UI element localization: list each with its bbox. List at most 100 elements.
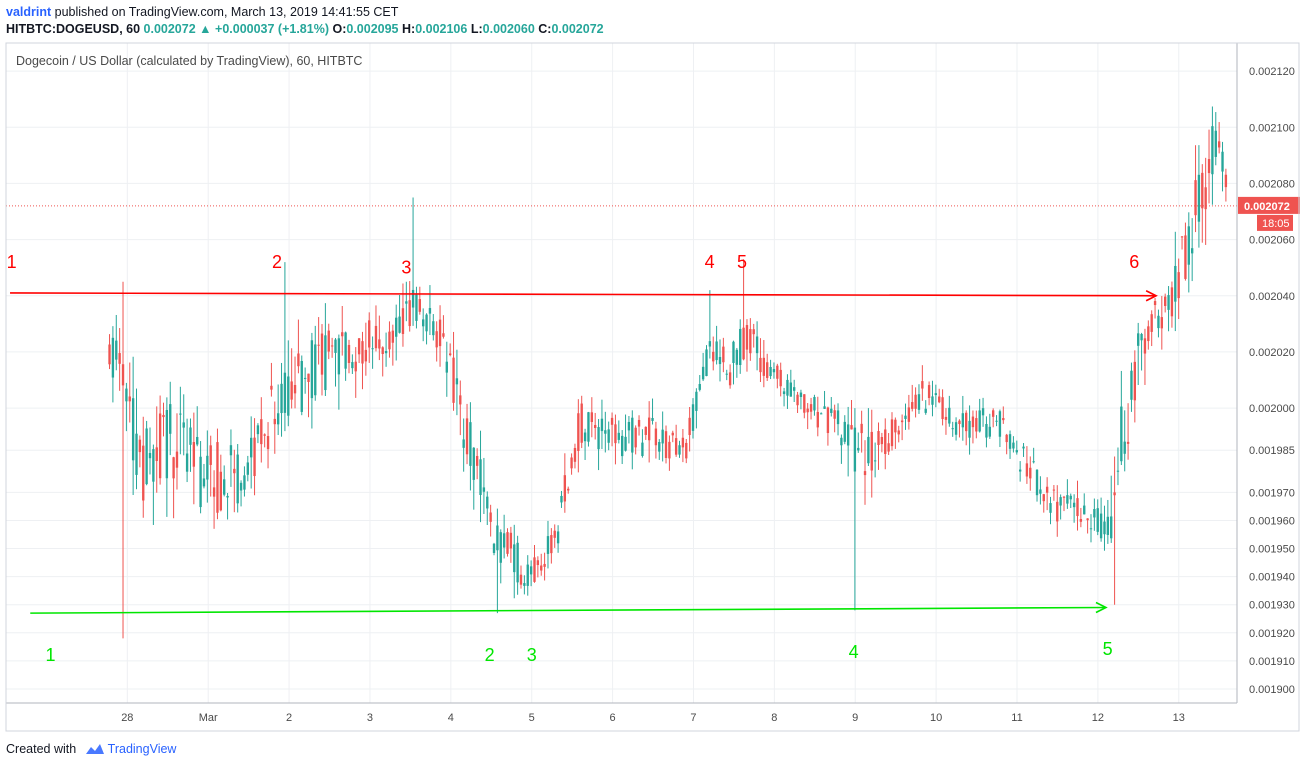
candle-body — [948, 407, 951, 424]
candle-body — [395, 317, 398, 337]
candle-body — [297, 353, 300, 367]
candle-body — [816, 411, 819, 428]
candle-body — [1012, 442, 1015, 449]
y-tick-label: 0.002120 — [1249, 66, 1295, 78]
candle-body — [604, 430, 607, 434]
candle-body — [118, 353, 121, 364]
candle-body — [175, 451, 179, 468]
candle-body — [1143, 338, 1147, 354]
candle-body — [671, 432, 674, 436]
candle-body — [1069, 495, 1072, 500]
candle-body — [337, 338, 341, 375]
candle-body — [452, 357, 455, 403]
candle-body — [368, 320, 371, 348]
candle-body — [991, 410, 995, 417]
candle-body — [543, 563, 546, 567]
candle-body — [314, 344, 317, 396]
candle-body — [927, 385, 931, 399]
candle-body — [179, 413, 182, 415]
candle-body — [486, 496, 489, 509]
x-tick-label: Mar — [199, 712, 218, 724]
candle-body — [701, 366, 705, 380]
candle-body — [577, 413, 580, 451]
candle-body — [482, 487, 486, 492]
candle-body — [142, 445, 145, 501]
candle-body — [924, 408, 927, 413]
candle-body — [556, 531, 560, 544]
candle-body — [900, 420, 904, 423]
candle-body — [607, 429, 610, 443]
candle-body — [853, 427, 857, 472]
candle-body — [550, 535, 553, 554]
candle-body — [954, 422, 958, 435]
candle-body — [631, 417, 634, 453]
candle-body — [307, 373, 310, 382]
candle-body — [1160, 317, 1163, 329]
y-tick-label: 0.001940 — [1249, 572, 1295, 584]
candle-body — [162, 414, 165, 418]
candle-body — [674, 438, 678, 455]
candle-body — [755, 336, 759, 354]
candle-body — [823, 406, 826, 409]
candle-body — [782, 391, 786, 395]
resistance-touch-label: 3 — [401, 258, 411, 278]
candle-body — [459, 395, 462, 405]
candle-body — [155, 447, 158, 462]
candle-body — [1126, 441, 1130, 444]
countdown-label: 18:05 — [1262, 218, 1290, 230]
high-label: H: — [402, 22, 416, 36]
last-price: 0.002072 — [143, 22, 196, 36]
candle-body — [836, 410, 840, 425]
candle-body — [921, 381, 924, 389]
candle-body — [793, 387, 796, 391]
candle-body — [600, 418, 604, 432]
candle-body — [1164, 296, 1167, 306]
resistance-touch-label: 4 — [705, 252, 715, 272]
x-tick-label: 2 — [286, 712, 292, 724]
candle-body — [1018, 469, 1022, 472]
candle-body — [840, 437, 843, 446]
candle-body — [911, 402, 914, 409]
candle-body — [1177, 272, 1180, 299]
candle-body — [1008, 434, 1012, 449]
candle-body — [303, 377, 307, 379]
candle-body — [182, 422, 185, 428]
candle-body — [283, 372, 287, 413]
candle-body — [115, 340, 118, 360]
candle-body — [813, 397, 816, 411]
candle-body — [1140, 333, 1143, 341]
candle-body — [364, 349, 368, 362]
candle-body — [985, 424, 988, 438]
candle-body — [965, 412, 968, 432]
candle-body — [378, 339, 381, 349]
candle-body — [776, 365, 779, 379]
candle-body — [661, 429, 664, 444]
candle-body — [499, 532, 502, 563]
candle-body — [330, 345, 334, 347]
candle-body — [1221, 151, 1224, 172]
candle-body — [914, 394, 917, 409]
x-tick-label: 5 — [529, 712, 535, 724]
candle-body — [728, 372, 732, 386]
candle-body — [1089, 528, 1093, 530]
candle-body — [445, 361, 448, 373]
candle-body — [637, 419, 641, 427]
candle-body — [1197, 174, 1201, 222]
tradingview-brand[interactable]: TradingView — [107, 742, 177, 756]
author-link[interactable]: valdrint — [6, 5, 52, 19]
x-tick-label: 7 — [690, 712, 696, 724]
y-tick-label: 0.001930 — [1249, 600, 1295, 612]
candle-body — [165, 409, 169, 479]
y-tick-label: 0.001900 — [1249, 684, 1295, 696]
publish-header: valdrint published on TradingView.com, M… — [6, 5, 398, 19]
candle-body — [961, 413, 965, 428]
x-tick-label: 9 — [852, 712, 858, 724]
candle-body — [496, 525, 499, 551]
candle-body — [509, 532, 513, 549]
candle-body — [1170, 287, 1174, 317]
footer: Created with TradingView — [6, 742, 176, 756]
candle-body — [192, 442, 196, 467]
candle-body — [276, 413, 280, 425]
candle-body — [647, 417, 651, 441]
